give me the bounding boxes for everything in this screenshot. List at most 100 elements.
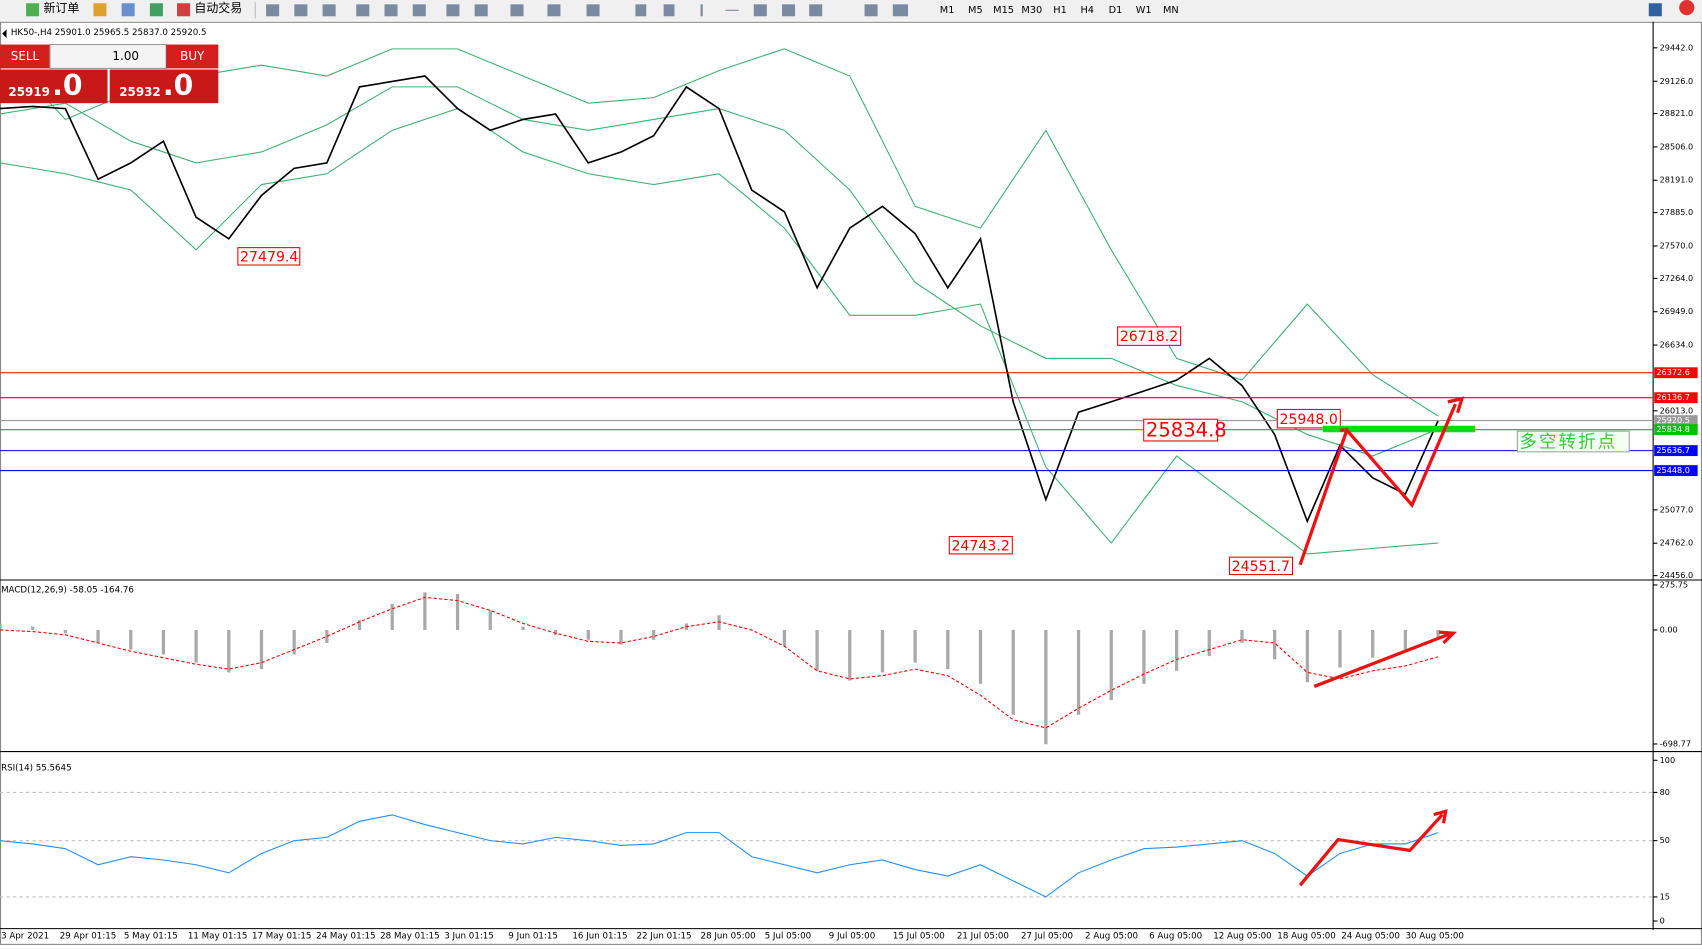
level-label-box xyxy=(1654,415,1698,427)
histogram-bar xyxy=(194,629,198,663)
x-tick-label: 30 Aug 05:00 xyxy=(1405,932,1463,942)
x-tick-label: 28 May 01:15 xyxy=(380,932,439,942)
annotation-box xyxy=(237,247,301,266)
x-tick-label: 9 Jul 05:00 xyxy=(829,932,875,942)
x-tick-label: 16 Jun 01:15 xyxy=(572,932,627,942)
histogram-bar xyxy=(357,620,362,630)
ask-box[interactable] xyxy=(109,69,219,104)
histogram-bar xyxy=(292,629,296,655)
histogram-bar xyxy=(63,629,67,634)
x-tick-label: 18 Aug 05:00 xyxy=(1277,932,1335,942)
chart-header: HK50-,H4 25901.0 25965.5 25837.0 25920.5 xyxy=(11,28,207,38)
y-tick-label: 29442.0 xyxy=(1660,42,1694,52)
x-tick-label: 22 Jun 01:15 xyxy=(636,932,691,942)
timeframe-button[interactable]: M15 xyxy=(993,5,1014,16)
new-order[interactable]: 新订单 xyxy=(43,0,79,15)
histogram-bar xyxy=(913,629,917,663)
y-tick-label: 50 xyxy=(1660,835,1670,845)
histogram-bar xyxy=(325,629,329,644)
x-tick-label: 24 Aug 05:00 xyxy=(1341,932,1399,942)
x-tick-label: 5 Jul 05:00 xyxy=(765,932,811,942)
histogram-bar xyxy=(1305,629,1309,683)
icon[interactable] xyxy=(177,3,191,17)
level-label: 26372.6 xyxy=(1656,367,1690,377)
y-tick-label: -698.77 xyxy=(1660,738,1691,748)
series-line xyxy=(0,814,1439,898)
series-line xyxy=(0,86,1439,457)
y-tick-label: 0 xyxy=(1660,916,1665,926)
bid-box[interactable] xyxy=(0,69,108,104)
histogram-bar xyxy=(1109,629,1113,701)
histogram-bar xyxy=(815,629,819,671)
histogram-bar xyxy=(553,629,558,635)
y-tick-label: 100 xyxy=(1660,755,1676,765)
histogram-bar xyxy=(946,629,950,670)
notification[interactable] xyxy=(1679,0,1695,16)
trade-panel: SELL 1.00 BUY 25919 .0 25932 .0 xyxy=(0,43,219,104)
histogram-bar xyxy=(1174,629,1179,671)
histogram-bar xyxy=(1273,629,1277,660)
timeframe-button[interactable]: D1 xyxy=(1109,5,1123,16)
level-label-box xyxy=(1654,445,1698,457)
icon[interactable] xyxy=(93,3,107,17)
green-marker xyxy=(1322,425,1475,433)
buy-button[interactable] xyxy=(166,44,219,69)
red-arrows xyxy=(1298,396,1465,887)
y-tick-label: 26949.0 xyxy=(1660,306,1694,316)
annotation-box xyxy=(1276,408,1341,429)
x-tick-label: 21 Jul 05:00 xyxy=(957,932,1009,942)
timeframe-button[interactable]: H4 xyxy=(1080,5,1094,16)
ask-price: 25932 xyxy=(119,85,161,99)
series-line xyxy=(0,596,1439,729)
histogram-bar xyxy=(1436,629,1440,640)
search-icon[interactable] xyxy=(1648,3,1662,17)
annotation: 24551.7 xyxy=(1232,559,1290,575)
lot-size[interactable]: 1.00 xyxy=(112,49,139,63)
histogram-bar xyxy=(1011,629,1015,715)
level-label: 26136.7 xyxy=(1656,392,1690,402)
y-tick-label: 28506.0 xyxy=(1660,141,1694,151)
histogram-bar xyxy=(521,626,525,630)
x-tick-label: 5 May 01:15 xyxy=(124,932,178,942)
series-line xyxy=(0,108,1439,555)
histogram-bar xyxy=(0,623,2,630)
level-label-box xyxy=(1654,392,1698,404)
annotation: 26718.2 xyxy=(1120,329,1178,345)
series-line xyxy=(0,75,1439,524)
sell-button[interactable] xyxy=(0,44,50,69)
annotation: 27479.4 xyxy=(240,249,298,265)
timeframe-button[interactable]: W1 xyxy=(1136,5,1152,16)
icon[interactable] xyxy=(121,3,135,17)
timeframe-button[interactable]: M30 xyxy=(1021,5,1042,16)
lot-box[interactable] xyxy=(49,43,167,69)
histogram-bar xyxy=(880,629,885,673)
histogram-bar xyxy=(782,629,787,647)
histogram-bar xyxy=(1371,629,1375,658)
y-tick-label: 27570.0 xyxy=(1660,240,1694,250)
chart-frame xyxy=(0,21,1702,945)
timeframe-button[interactable]: H1 xyxy=(1053,5,1067,16)
plot: 3 Apr 2021 29 Apr 01:15 5 May 01:15 11 May … xyxy=(0,42,1698,942)
sell-label[interactable]: SELL xyxy=(11,49,40,63)
x-tick-label: 15 Jul 05:00 xyxy=(893,932,945,942)
y-tick-label: 275.75 xyxy=(1660,579,1688,589)
timeframe-button[interactable]: MN xyxy=(1163,5,1179,16)
level-label: 25920.5 xyxy=(1656,415,1690,425)
auto-trading[interactable]: 自动交易 xyxy=(194,0,242,15)
level-label-box xyxy=(1654,465,1698,477)
header-icon xyxy=(2,29,7,39)
series-line xyxy=(0,48,1439,417)
x-tick-label: 11 May 01:15 xyxy=(188,932,247,942)
x-tick-label: 3 Jun 01:15 xyxy=(444,932,494,942)
histogram-bar xyxy=(129,629,133,650)
ask-tail: .0 xyxy=(163,69,193,102)
buy-label[interactable]: BUY xyxy=(180,49,205,63)
indicator-title: MACD(12,26,9) -58.05 -164.76 xyxy=(1,585,134,595)
y-tick-label: 28191.0 xyxy=(1660,175,1694,185)
y-tick-label: 29126.0 xyxy=(1660,76,1694,86)
tool-icons[interactable] xyxy=(266,4,909,17)
timeframe-button[interactable]: M5 xyxy=(968,5,983,16)
histogram-bar xyxy=(1142,629,1146,684)
icon[interactable] xyxy=(149,3,163,17)
timeframe-button[interactable]: M1 xyxy=(940,5,955,16)
